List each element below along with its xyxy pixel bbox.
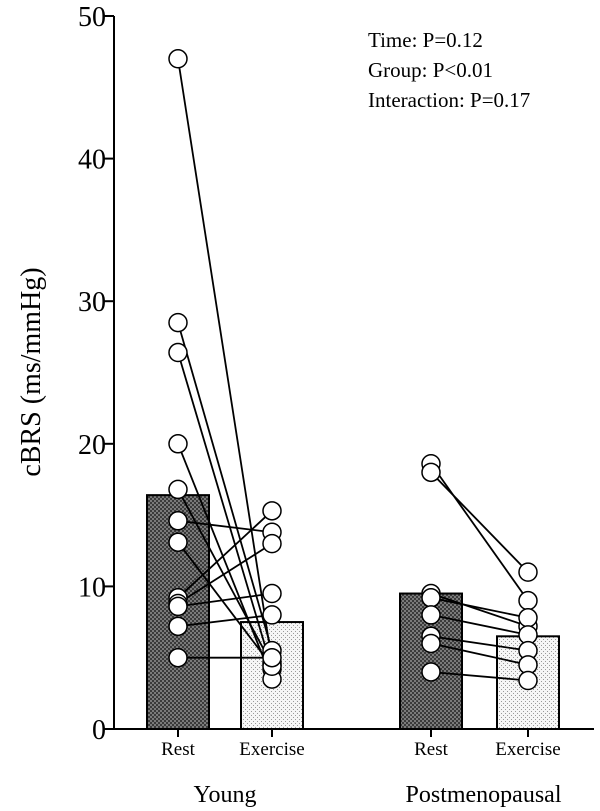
- pair-line-young-7: [177, 510, 273, 599]
- group-label-young: Young: [194, 782, 257, 808]
- pair-line-postmenopausal-0: [430, 463, 529, 602]
- point-young-rest-1: [168, 312, 188, 333]
- annotation-2: Interaction: P=0.17: [368, 88, 530, 112]
- pair-line-young-8: [177, 542, 273, 605]
- point-young-exercise-8: [262, 533, 282, 554]
- point-postmenopausal-exercise-1: [518, 562, 538, 582]
- annotation-1: Group: P<0.01: [368, 58, 493, 82]
- point-young-rest-2: [168, 342, 188, 363]
- pair-line-young-6: [177, 541, 273, 667]
- condition-label-young-exercise: Exercise: [239, 739, 304, 760]
- point-postmenopausal-rest-7: [421, 662, 441, 682]
- point-young-rest-5: [168, 511, 188, 531]
- point-young-rest-6: [168, 532, 188, 552]
- point-young-exercise-7: [262, 501, 282, 521]
- pair-line-young-10: [177, 614, 273, 628]
- point-young-rest-11: [168, 647, 188, 668]
- pair-line-postmenopausal-6: [430, 642, 529, 666]
- condition-label-postmenopausal-rest: Rest: [414, 739, 449, 760]
- y-tick-label-30: 30: [78, 287, 106, 318]
- pair-line-postmenopausal-1: [430, 471, 529, 573]
- point-postmenopausal-exercise-7: [518, 670, 538, 691]
- y-tick-label-10: 10: [78, 572, 106, 603]
- pair-line-young-5: [177, 519, 273, 534]
- point-young-exercise-9: [262, 583, 282, 604]
- pair-lines-layer: [177, 58, 529, 682]
- axis-layer: [104, 15, 594, 737]
- y-tick-label-50: 50: [78, 2, 106, 33]
- point-postmenopausal-rest-1: [421, 462, 441, 483]
- pair-line-postmenopausal-4: [430, 614, 529, 636]
- pair-line-young-0: [177, 58, 273, 663]
- points-layer: [168, 49, 538, 691]
- point-postmenopausal-rest-3: [421, 588, 441, 608]
- annotation-0: Time: P=0.12: [368, 28, 483, 52]
- point-young-rest-0: [168, 49, 188, 69]
- y-axis-label: cBRS (ms/mmHg): [16, 267, 47, 476]
- y-tick-label-0: 0: [92, 715, 106, 746]
- pair-line-postmenopausal-3: [430, 596, 529, 619]
- pair-line-postmenopausal-5: [430, 635, 529, 652]
- point-postmenopausal-exercise-3: [518, 608, 538, 628]
- point-postmenopausal-rest-6: [421, 633, 441, 654]
- point-young-exercise-10: [262, 605, 282, 625]
- pair-line-postmenopausal-7: [430, 671, 529, 682]
- y-tick-label-20: 20: [78, 430, 106, 461]
- labels-layer: 0 10 20 30 40 50 Rest Exercise Young Rest Exercise…: [16, 2, 562, 808]
- group-label-postmenopausal: Postmenopausal: [406, 782, 562, 808]
- point-young-rest-9: [168, 596, 188, 617]
- point-young-rest-3: [168, 434, 188, 454]
- pair-line-postmenopausal-2: [430, 592, 529, 628]
- pair-line-young-4: [177, 489, 273, 666]
- point-young-rest-4: [168, 479, 188, 500]
- y-tick-label-40: 40: [78, 145, 106, 176]
- point-young-rest-10: [168, 616, 188, 637]
- point-postmenopausal-rest-4: [421, 605, 441, 625]
- condition-label-young-rest: Rest: [161, 739, 196, 760]
- point-young-exercise-11: [262, 647, 282, 668]
- point-postmenopausal-exercise-0: [518, 590, 538, 611]
- pair-line-young-3: [177, 443, 273, 680]
- pair-line-young-9: [177, 592, 273, 608]
- condition-label-postmenopausal-exercise: Exercise: [495, 739, 560, 760]
